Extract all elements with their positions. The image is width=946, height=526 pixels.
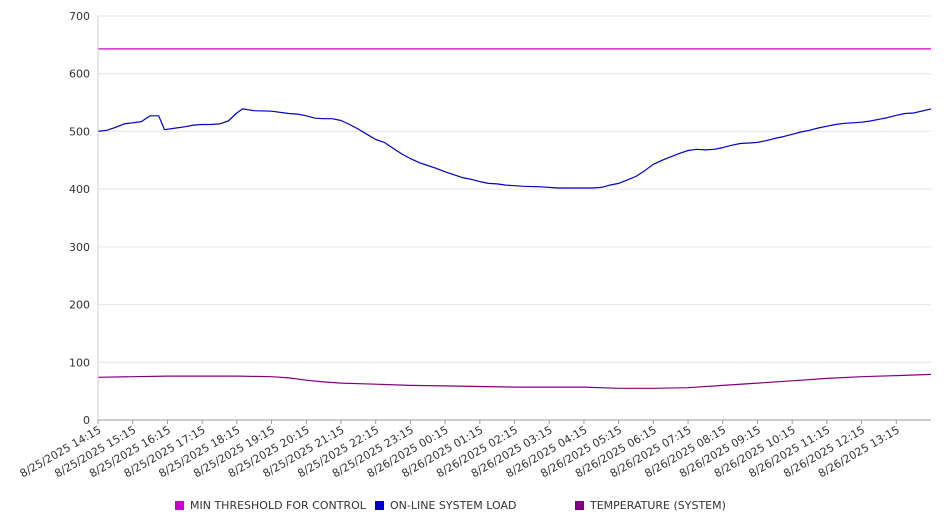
legend-swatch-min-threshold xyxy=(175,500,184,510)
y-tick-label: 700 xyxy=(69,10,90,23)
y-tick-label: 500 xyxy=(69,125,90,138)
system-load-line xyxy=(97,108,932,189)
grid xyxy=(98,15,931,363)
y-tick-label: 0 xyxy=(83,414,90,427)
legend-item-min-threshold: MIN THRESHOLD FOR CONTROL xyxy=(175,498,366,512)
y-tick-label: 300 xyxy=(69,241,90,254)
y-tick-label: 100 xyxy=(69,356,90,369)
legend-swatch-system-load xyxy=(375,500,384,510)
series-lines xyxy=(97,48,932,389)
legend-swatch-temperature xyxy=(575,500,584,510)
legend-label-min-threshold: MIN THRESHOLD FOR CONTROL xyxy=(190,498,366,512)
y-tick-label: 400 xyxy=(69,183,90,196)
y-tick-label: 600 xyxy=(69,68,90,81)
legend-item-system-load: ON-LINE SYSTEM LOAD xyxy=(375,498,516,512)
legend-item-temperature: TEMPERATURE (SYSTEM) xyxy=(575,498,726,512)
y-axis-ticks: 0 100 200 300 400 500 600 700 xyxy=(69,10,90,427)
y-tick-label: 200 xyxy=(69,299,90,312)
x-axis-ticks: 8/25/2025 14:158/25/2025 15:158/25/2025 … xyxy=(18,420,902,480)
legend-label-temperature: TEMPERATURE (SYSTEM) xyxy=(590,498,726,512)
legend-label-system-load: ON-LINE SYSTEM LOAD xyxy=(390,498,517,512)
temperature-line xyxy=(97,373,932,389)
